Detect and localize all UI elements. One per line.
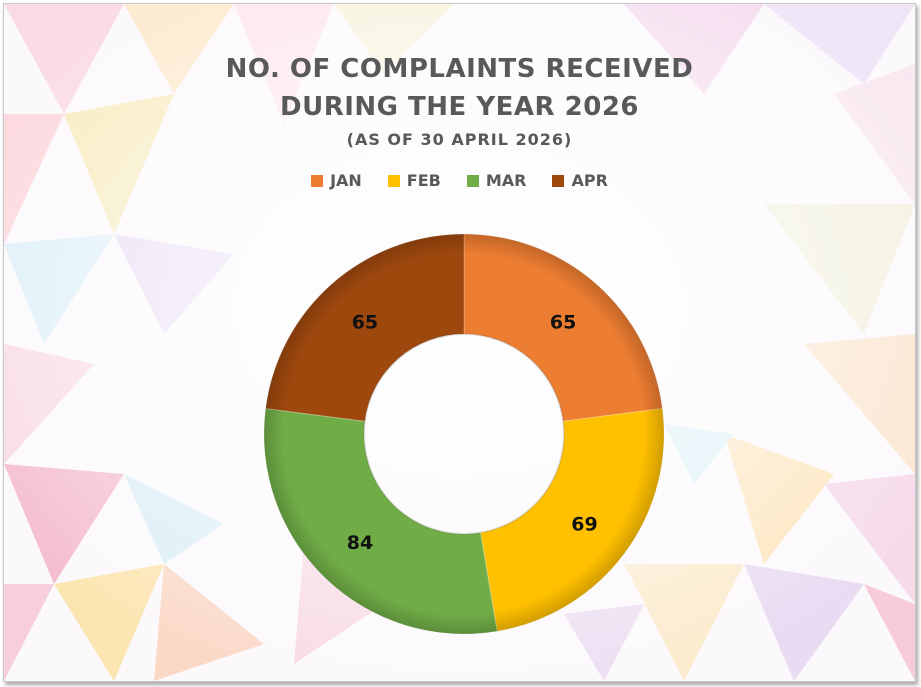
legend-item-jan: JAN xyxy=(311,171,362,190)
legend-swatch xyxy=(466,174,479,187)
donut-hole xyxy=(363,333,565,535)
legend-label: JAN xyxy=(330,171,362,190)
legend-item-feb: FEB xyxy=(387,171,441,190)
data-label-apr: 65 xyxy=(352,311,378,333)
background-pattern xyxy=(4,4,915,681)
data-label-feb: 69 xyxy=(571,513,597,535)
chart-title-line-1: NO. OF COMPLAINTS RECEIVED xyxy=(225,54,694,84)
legend-swatch xyxy=(311,174,324,187)
data-label-jan: 65 xyxy=(550,311,576,333)
data-label-mar: 84 xyxy=(347,532,373,554)
legend-label: MAR xyxy=(485,171,527,190)
chart-subtitle: (AS OF 30 APRIL 2026) xyxy=(346,130,573,149)
legend-item-apr: APR xyxy=(552,171,608,190)
legend-label: FEB xyxy=(406,171,441,190)
legend-swatch xyxy=(552,174,565,187)
chart-title-line-2: DURING THE YEAR 2026 xyxy=(280,92,639,122)
legend-swatch xyxy=(387,174,400,187)
legend: JAN FEB MAR APR xyxy=(4,171,915,190)
legend-label: APR xyxy=(571,171,608,190)
donut-chart: 65 69 84 65 xyxy=(263,233,665,635)
legend-item-mar: MAR xyxy=(466,171,527,190)
donut-bevel-overlay xyxy=(264,234,664,634)
chart-frame: NO. OF COMPLAINTS RECEIVED DURING THE YE… xyxy=(3,3,916,682)
